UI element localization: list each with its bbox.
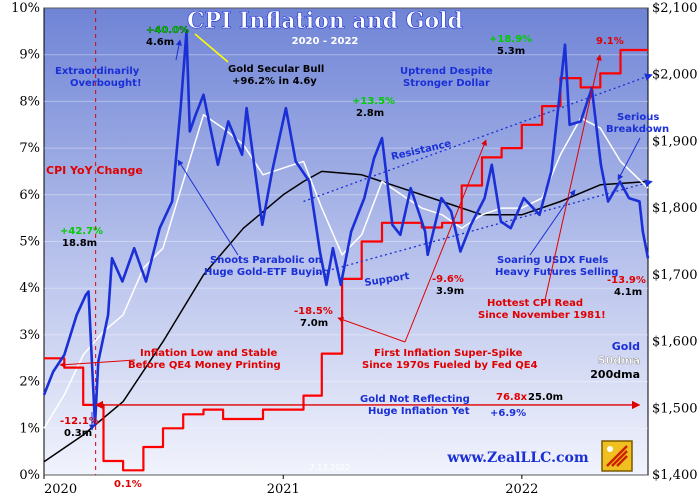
ann-first-super-spike: First Inflation Super-Spike	[374, 348, 523, 359]
date-stamp: 7.13.2022	[310, 463, 351, 472]
annotations: +40.0% 4.6m Extraordinarily Overbought! …	[55, 25, 669, 490]
ann-inflation-low: Inflation Low and Stable	[140, 348, 277, 359]
right-tick-label: $1,600	[652, 335, 698, 350]
left-tick-label: 3%	[19, 328, 40, 343]
ann-gold-2021-gain: +13.5%	[352, 96, 395, 107]
plot-area	[43, 7, 649, 476]
arrow-breakdown	[617, 137, 641, 181]
legend-200dma: 200dma	[590, 368, 640, 381]
ann-gold-2020-peak-gain: +40.0%	[146, 25, 189, 36]
ann-secular-bull: Gold Secular Bull	[228, 64, 324, 75]
arrow-inflation-low	[59, 359, 136, 368]
x-axis: 2020 2021 2022	[43, 475, 538, 497]
gold-line	[42, 30, 650, 427]
legend-50dma: 50dma	[598, 354, 640, 367]
left-tick-label: 1%	[19, 421, 40, 436]
ann-cpi-multiple-months: 25.0m	[528, 392, 563, 403]
ann-gold-not-reflecting: Gold Not Reflecting	[360, 394, 470, 405]
ann-futures-selling: Heavy Futures Selling	[495, 267, 618, 278]
left-tick-label: 7%	[19, 141, 40, 156]
ann-gold-net-gain: +6.9%	[490, 408, 526, 419]
trendline-support	[312, 179, 653, 276]
ann-gold-2022-peak-gain: +18.9%	[489, 34, 532, 45]
chart-title: CPI Inflation and Gold	[187, 8, 463, 34]
right-tick-label: $1,900	[652, 134, 698, 149]
x-tick-label: 2022	[505, 482, 538, 497]
ann-before-qe4: Before QE4 Money Printing	[128, 360, 281, 371]
arrow-super-spike	[337, 316, 406, 343]
ann-shoots-parabolic: Shoots Parabolic on	[210, 255, 322, 266]
ann-cpi-peak: 9.1%	[596, 36, 624, 47]
ann-since-1981: Since November 1981!	[478, 310, 606, 321]
left-tick-label: 10%	[11, 1, 40, 16]
ann-breakdown: Breakdown	[606, 124, 669, 135]
left-axis: 0% 1% 2% 3% 4% 5% 6% 7% 8% 9% 10%	[11, 1, 40, 483]
ann-overbought: Overbought!	[70, 78, 142, 89]
ann-gold-2021-months: 2.8m	[356, 108, 384, 119]
left-tick-label: 8%	[19, 94, 40, 109]
ann-extraordinarily: Extraordinarily	[55, 66, 140, 77]
trendline-resistance	[303, 73, 653, 203]
annotation-arrows	[59, 33, 641, 431]
ann-gold-2020-peak-months: 4.6m	[146, 37, 174, 48]
right-tick-label: $1,800	[652, 201, 698, 216]
ann-cpi-low: 0.1%	[114, 479, 142, 490]
left-tick-label: 6%	[19, 188, 40, 203]
right-tick-label: $2,000	[652, 68, 698, 83]
series-layer	[42, 10, 650, 475]
ann-hottest-cpi: Hottest CPI Read	[487, 298, 583, 309]
ann-gold-etf-buying: Huge Gold-ETF Buying	[204, 267, 330, 278]
x-tick-label: 2020	[44, 482, 77, 497]
right-tick-label: $1,400	[652, 468, 698, 483]
left-tick-label: 5%	[19, 235, 40, 250]
ann-gold-2022-drop-months: 4.1m	[614, 287, 642, 298]
ann-secular-bull-gain: +96.2% in 4.6y	[232, 76, 317, 87]
left-tick-label: 2%	[19, 375, 40, 390]
ann-serious: Serious	[617, 112, 659, 123]
left-tick-label: 9%	[19, 48, 40, 63]
legend-gold: Gold	[612, 340, 640, 353]
ann-gold-2022-peak-months: 5.3m	[497, 46, 525, 57]
brand-logo-icon	[601, 440, 633, 472]
arrow-secular-bull	[194, 33, 229, 63]
ann-gold-2021-correction: -18.5%	[294, 306, 333, 317]
ann-fueled-by-qe4: Since 1970s Fueled by Fed QE4	[362, 360, 538, 371]
arrow-overbought	[175, 39, 182, 61]
x-tick-label: 2021	[267, 482, 300, 497]
ann-gold-covid-drop-months: 0.3m	[64, 428, 92, 439]
chart-subtitle: 2020 - 2022	[292, 36, 359, 47]
gridlines	[44, 7, 648, 476]
legend: CPI YoY Change Gold 50dma 200dma	[46, 164, 640, 381]
ann-gold-2021-drop: -9.6%	[432, 274, 464, 285]
arrow-super-spike-2	[404, 139, 487, 343]
right-tick-label: $1,700	[652, 268, 698, 283]
left-tick-label: 4%	[19, 281, 40, 296]
brand-url: www.ZealLLC.com	[446, 450, 588, 466]
ann-gold-2020-run-months: 18.8m	[62, 238, 97, 249]
ann-gold-covid-drop: -12.1%	[60, 416, 99, 427]
right-tick-label: $1,500	[652, 401, 698, 416]
legend-cpi: CPI YoY Change	[46, 164, 143, 177]
ann-gold-2022-drop: -13.9%	[607, 275, 646, 286]
trend-layer	[94, 73, 653, 410]
ann-soaring-usdx: Soaring USDX Fuels	[497, 255, 608, 266]
arrow-parabolic	[177, 159, 239, 256]
ann-stronger-dollar: Stronger Dollar	[403, 78, 490, 89]
ann-gold-2021-correction-months: 7.0m	[300, 318, 328, 329]
right-tick-label: $2,100	[652, 1, 698, 16]
left-tick-label: 0%	[19, 468, 40, 483]
right-axis: $1,400 $1,500 $1,600 $1,700 $1,800 $1,900 $2,0…	[652, 1, 698, 483]
ann-gold-2020-run-gain: +42.7%	[60, 226, 103, 237]
arrow-hottest-cpi	[544, 54, 602, 301]
ann-huge-inflation-yet: Huge Inflation Yet	[368, 406, 470, 417]
gold-50dma-line	[43, 113, 649, 429]
ann-uptrend-despite: Uptrend Despite	[400, 66, 493, 77]
ann-cpi-multiple: 76.8x	[496, 392, 528, 403]
ann-gold-2021-drop-months: 3.9m	[436, 286, 464, 297]
